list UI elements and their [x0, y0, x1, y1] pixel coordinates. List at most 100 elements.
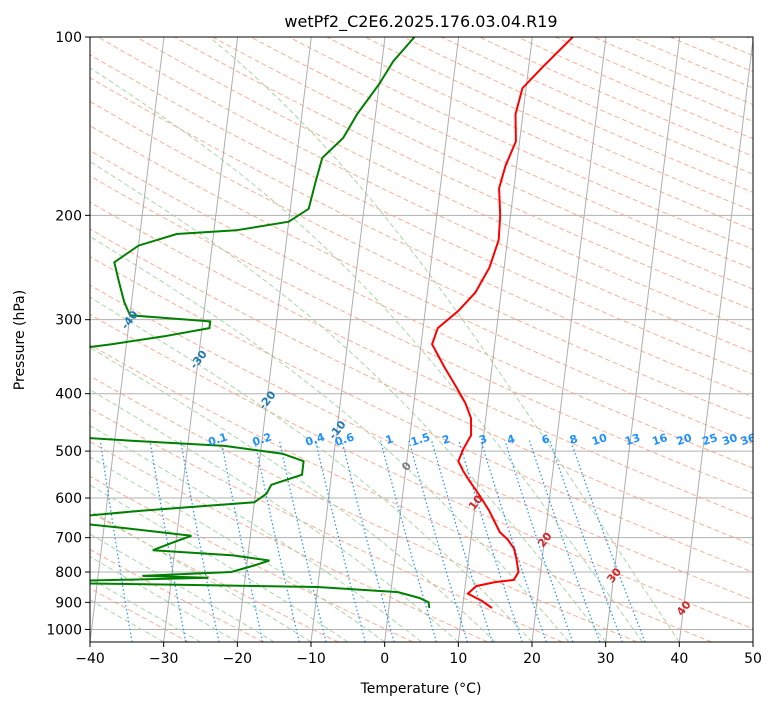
isotherm-label: -60	[0, 222, 4, 246]
dry-adiabat-line	[631, 37, 753, 89]
y-tick-label: 800	[55, 565, 82, 581]
dry-adiabat-line	[90, 548, 264, 642]
dry-adiabat-line	[517, 37, 753, 140]
mixing-ratio-label: 2	[441, 432, 452, 447]
x-tick-label: −10	[296, 651, 326, 667]
dry-adiabat-line	[90, 313, 753, 630]
isotherm-line	[678, 37, 753, 642]
dry-adiabat-line	[441, 37, 753, 175]
dry-adiabat-line	[364, 37, 753, 212]
mixing-ratio-label: 0.6	[333, 430, 356, 448]
dry-adiabat-line	[90, 256, 753, 573]
isotherm-label: 30	[604, 565, 624, 585]
mixing-ratio-label: 0.4	[304, 430, 327, 448]
dry-adiabat-line	[90, 149, 753, 469]
y-tick-label: 900	[55, 595, 82, 611]
dry-adiabat-line	[90, 201, 753, 520]
dry-adiabat-line	[90, 284, 753, 601]
mixing-ratio-label: 4	[505, 432, 517, 447]
mixing-ratio-line	[149, 440, 187, 642]
mixing-ratio-label: 3	[477, 432, 488, 447]
mixing-ratio-line	[254, 440, 300, 642]
dry-adiabat-line	[288, 37, 753, 250]
isotherm-label: -20	[256, 388, 279, 412]
dry-adiabat-line	[669, 37, 753, 73]
x-tick-label: 20	[523, 651, 541, 667]
temperature-profile-line	[431, 37, 574, 609]
moist-adiabat-line	[90, 160, 607, 642]
moist-adiabat-line	[90, 389, 459, 642]
moist-adiabat-line	[209, 37, 680, 642]
dry-adiabat-line	[250, 37, 753, 270]
x-tick-label: −20	[223, 651, 253, 667]
moist-adiabat-line	[90, 296, 533, 642]
plot-area: -100-90-80-70-60-50-40-30-20-10010203040…	[0, 37, 758, 642]
moist-adiabat-line	[90, 484, 349, 642]
isotherm-line	[236, 37, 312, 642]
moist-adiabat-line	[90, 346, 496, 642]
moist-adiabat-line	[90, 599, 164, 642]
isotherm-line	[384, 37, 460, 642]
y-tick-label: 1000	[46, 622, 82, 638]
x-tick-label: 40	[670, 651, 688, 667]
mixing-ratio-line	[278, 440, 327, 642]
dry-adiabat-line	[90, 375, 638, 642]
dry-adiabat-line	[593, 37, 753, 106]
y-tick-label: 200	[55, 208, 82, 224]
mixing-ratio-label: 0.1	[207, 430, 230, 448]
isotherm-label: -40	[119, 308, 142, 332]
x-tick-label: −30	[149, 651, 179, 667]
dewpoint-profile-line	[90, 37, 431, 609]
mixing-ratio-label: 6	[540, 432, 552, 447]
moist-adiabat-line	[90, 425, 422, 642]
dry-adiabat-line	[90, 475, 414, 642]
isotherm-line	[531, 37, 607, 642]
moist-adiabat-line	[90, 67, 643, 642]
dry-adiabat-line	[746, 37, 753, 41]
isotherm-line	[605, 37, 681, 642]
mixing-ratio-line	[341, 440, 395, 642]
dry-adiabat-line	[135, 37, 753, 332]
x-axis-label: Temperature (°C)	[360, 681, 482, 697]
dry-adiabat-line	[90, 100, 753, 421]
mixing-ratio-label: 1	[384, 432, 395, 447]
moist-adiabat-line	[90, 509, 312, 642]
isotherm-label: -30	[187, 347, 210, 371]
x-tick-label: −40	[75, 651, 105, 667]
moist-adiabat-line	[90, 577, 201, 642]
dry-adiabat-line	[90, 54, 753, 375]
mixing-ratio-label: 16	[651, 431, 670, 448]
y-tick-label: 500	[55, 444, 82, 460]
mixing-ratio-line	[314, 440, 366, 642]
y-axis-label: Pressure (hPa)	[12, 290, 28, 390]
mixing-ratio-label: 1.5	[409, 430, 432, 448]
dry-adiabat-line	[90, 125, 753, 445]
x-tick-label: 30	[597, 651, 615, 667]
plot-frame	[89, 36, 754, 643]
isotherm-label: 40	[674, 598, 694, 618]
x-tick-label: 0	[380, 651, 389, 667]
moist-adiabat-line	[90, 556, 238, 642]
y-tick-label: 100	[55, 30, 82, 46]
mixing-ratio-label: 10	[590, 431, 609, 448]
x-tick-label: 10	[449, 651, 467, 667]
mixing-ratio-line	[549, 440, 623, 642]
mixing-ratio-line	[380, 440, 437, 642]
axes-ticks: −40 −30 −20 −10 0 10 20 30 40 5010020030040050060…	[46, 30, 762, 667]
dry-adiabat-line	[90, 407, 563, 642]
isotherm-line	[90, 37, 165, 642]
x-tick-label: 50	[744, 651, 762, 667]
mixing-ratio-line	[180, 440, 220, 642]
chart-title: wetPf2_C2E6.2025.176.03.04.R19	[284, 12, 557, 32]
dry-adiabat-line	[90, 344, 712, 642]
dry-adiabat-line	[326, 37, 753, 231]
mixing-ratio-line	[431, 440, 493, 642]
isotherm-label: 10	[466, 492, 486, 512]
mixing-ratio-label: 30	[721, 431, 740, 448]
mixing-ratio-label: 36	[739, 431, 758, 448]
isotherm-label: -50	[50, 269, 73, 293]
moist-adiabat-line	[90, 533, 275, 642]
mixing-ratio-line	[570, 440, 646, 642]
dry-adiabat-line	[708, 37, 753, 57]
